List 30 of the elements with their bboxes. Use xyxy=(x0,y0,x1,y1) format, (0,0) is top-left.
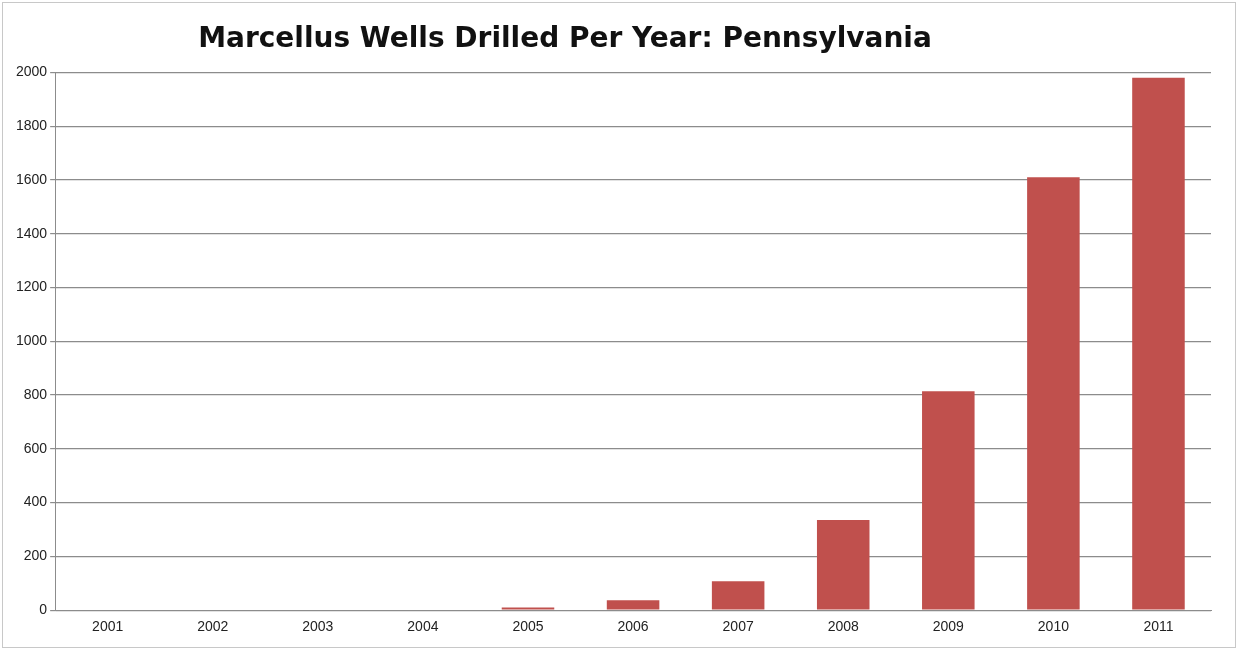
bar xyxy=(1027,177,1080,610)
y-tick-label: 800 xyxy=(23,385,48,402)
bar xyxy=(711,581,765,610)
x-tick-label: 2004 xyxy=(407,618,439,635)
x-tick-label: 2001 xyxy=(92,618,124,635)
x-tick-label: 2003 xyxy=(302,618,334,635)
chart-title: Marcellus Wells Drilled Per Year: Pennsylvania xyxy=(197,21,933,54)
y-tick-label: 1200 xyxy=(15,278,48,295)
x-tick-label: 2010 xyxy=(1037,618,1070,635)
y-tick-label: 2000 xyxy=(15,63,48,80)
y-tick-label: 1000 xyxy=(15,332,48,349)
y-tick-label: 1800 xyxy=(15,117,48,134)
y-tick-label: 600 xyxy=(23,439,48,456)
y-tick-label: 400 xyxy=(23,493,48,510)
x-tick-label: 2011 xyxy=(1143,618,1174,635)
bar xyxy=(922,391,975,610)
x-tick-label: 2002 xyxy=(197,618,229,635)
bar xyxy=(606,600,660,610)
x-tick-label: 2009 xyxy=(932,618,965,635)
y-tick-label: 0 xyxy=(39,601,48,618)
y-tick-label: 200 xyxy=(23,547,48,564)
x-tick-label: 2008 xyxy=(827,618,860,635)
bar xyxy=(816,520,870,610)
y-tick-label: 1400 xyxy=(15,224,48,241)
x-tick-label: 2007 xyxy=(722,618,754,635)
y-tick-label: 1600 xyxy=(15,170,48,187)
bar xyxy=(501,607,555,610)
bar xyxy=(1132,77,1185,610)
x-tick-label: 2006 xyxy=(617,618,649,635)
x-tick-label: 2005 xyxy=(512,618,544,635)
